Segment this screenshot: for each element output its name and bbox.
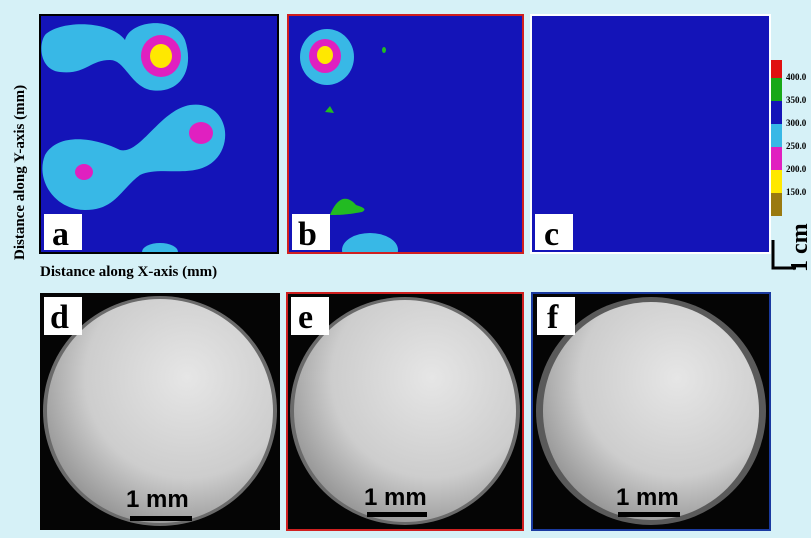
panel-label: d (50, 299, 69, 336)
scale-label: 1 mm (364, 484, 427, 511)
x-axis-label: Distance along X-axis (mm) (40, 264, 217, 280)
y-axis-label: Distance along Y-axis (mm) (12, 85, 28, 260)
colorbar-label: 350.0 (786, 95, 807, 105)
scale-label: 1 mm (616, 484, 679, 511)
scale-bar (130, 516, 192, 521)
panel-label: e (298, 299, 313, 336)
colorbar (771, 60, 782, 216)
scale-bar (367, 512, 427, 517)
colorbar-label: 150.0 (786, 187, 807, 197)
panel-label: f (547, 299, 559, 336)
colorbar-label: 400.0 (786, 72, 807, 82)
colorbar-label: 250.0 (786, 141, 807, 151)
panel-label: c (544, 216, 559, 253)
scale-bar (618, 512, 680, 517)
panel-label: a (52, 216, 69, 253)
figure: a b c 400.0 350.0 300.0 250.0 200.0 150.0 Dis… (0, 0, 811, 538)
colorbar-label: 300.0 (786, 118, 807, 128)
colorbar-label: 200.0 (786, 164, 807, 174)
panel-label: b (298, 216, 317, 253)
cm-scale-label: 1 cm (787, 223, 811, 272)
scale-label: 1 mm (126, 486, 189, 513)
